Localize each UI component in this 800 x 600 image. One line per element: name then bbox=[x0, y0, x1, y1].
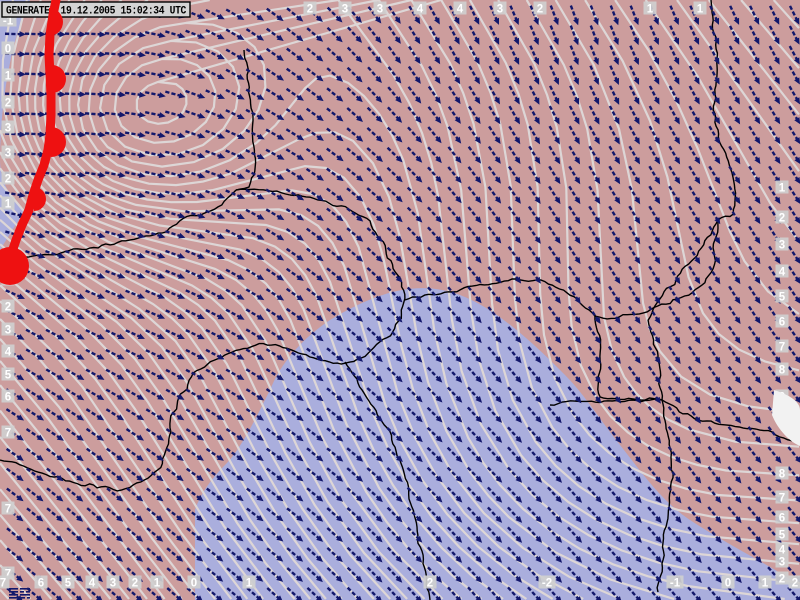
svg-text:3: 3 bbox=[779, 239, 785, 251]
svg-text:GENERATED 19.12.2005 15:02:34: GENERATED 19.12.2005 15:02:34 UTC bbox=[6, 6, 187, 18]
svg-text:4: 4 bbox=[5, 346, 12, 358]
svg-text:3: 3 bbox=[342, 3, 348, 15]
svg-text:-2: -2 bbox=[542, 577, 552, 589]
svg-text:2: 2 bbox=[5, 173, 11, 185]
svg-text:4: 4 bbox=[457, 3, 464, 15]
svg-text:5: 5 bbox=[65, 577, 72, 589]
svg-text:6: 6 bbox=[779, 316, 785, 328]
svg-text:8: 8 bbox=[779, 468, 786, 480]
svg-text:0: 0 bbox=[191, 577, 197, 589]
svg-text:5: 5 bbox=[779, 291, 786, 303]
svg-text:2: 2 bbox=[779, 573, 785, 585]
svg-text:7: 7 bbox=[5, 427, 11, 439]
svg-text:8: 8 bbox=[779, 364, 786, 376]
svg-text:1: 1 bbox=[5, 70, 12, 82]
svg-text:0: 0 bbox=[725, 577, 731, 589]
svg-text:3: 3 bbox=[110, 577, 116, 589]
svg-text:7: 7 bbox=[779, 492, 785, 504]
svg-text:3: 3 bbox=[497, 3, 503, 15]
svg-text:0: 0 bbox=[5, 43, 11, 55]
svg-text:7: 7 bbox=[0, 577, 6, 589]
svg-text:2: 2 bbox=[427, 577, 433, 589]
svg-text:3: 3 bbox=[377, 3, 383, 15]
svg-text:2: 2 bbox=[792, 577, 798, 589]
svg-text:2: 2 bbox=[537, 3, 543, 15]
svg-text:1: 1 bbox=[697, 3, 704, 15]
svg-text:3: 3 bbox=[5, 122, 11, 134]
svg-text:7: 7 bbox=[779, 341, 785, 353]
svg-text:2: 2 bbox=[307, 3, 313, 15]
svg-text:1: 1 bbox=[246, 577, 253, 589]
svg-text:3: 3 bbox=[779, 556, 785, 568]
svg-text:3: 3 bbox=[5, 324, 11, 336]
svg-text:6: 6 bbox=[38, 577, 44, 589]
svg-text:5: 5 bbox=[5, 369, 12, 381]
svg-text:3: 3 bbox=[5, 147, 11, 159]
svg-text:1: 1 bbox=[779, 182, 786, 194]
svg-text:7: 7 bbox=[5, 503, 11, 515]
svg-text:1: 1 bbox=[762, 577, 769, 589]
svg-text:1: 1 bbox=[647, 3, 654, 15]
svg-text:4: 4 bbox=[779, 266, 786, 278]
svg-text:5: 5 bbox=[779, 529, 786, 541]
svg-text:2: 2 bbox=[132, 577, 138, 589]
svg-text:6: 6 bbox=[5, 391, 11, 403]
svg-text:2: 2 bbox=[5, 301, 11, 313]
svg-text:2: 2 bbox=[5, 97, 11, 109]
svg-text:1: 1 bbox=[5, 198, 12, 210]
svg-text:4: 4 bbox=[89, 577, 96, 589]
svg-text:4: 4 bbox=[417, 3, 424, 15]
svg-text:-1: -1 bbox=[670, 577, 681, 589]
svg-text:1: 1 bbox=[154, 577, 161, 589]
svg-text:2: 2 bbox=[779, 212, 785, 224]
svg-text:6: 6 bbox=[779, 512, 785, 524]
